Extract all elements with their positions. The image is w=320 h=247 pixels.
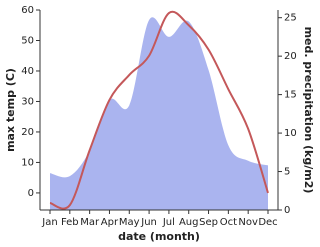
y2-tick-label: 10 bbox=[284, 128, 297, 139]
y-tick-label: 10 bbox=[21, 157, 34, 168]
y2-tick-label: 5 bbox=[284, 167, 290, 178]
x-tick-label: Sep bbox=[199, 217, 218, 228]
x-tick-label: Jul bbox=[162, 217, 175, 228]
y-tick-label: 0 bbox=[28, 188, 34, 199]
y-tick-label: 60 bbox=[21, 5, 34, 16]
x-tick-label: Jun bbox=[140, 217, 157, 228]
y-tick-label: 30 bbox=[21, 96, 34, 107]
x-tick-label: May bbox=[119, 217, 140, 228]
x-axis-title: date (month) bbox=[118, 230, 200, 243]
precipitation-area bbox=[50, 17, 268, 210]
y2-axis-title: med. precipitation (kg/m2) bbox=[302, 27, 315, 194]
y-axis-title: max temp (C) bbox=[4, 68, 17, 152]
y-tick-label: 40 bbox=[21, 66, 34, 77]
y-tick-label: 20 bbox=[21, 127, 34, 138]
temperature-line bbox=[49, 10, 269, 210]
x-tick-label: Aug bbox=[179, 217, 199, 228]
x-tick-label: Nov bbox=[238, 217, 258, 228]
x-tick-label: Mar bbox=[80, 217, 100, 228]
x-tick-label: Oct bbox=[220, 217, 237, 228]
y2-tick-label: 20 bbox=[284, 51, 297, 62]
x-tick-label: Apr bbox=[101, 217, 119, 228]
x-tick-label: Jan bbox=[41, 217, 57, 228]
x-tick-label: Feb bbox=[61, 217, 79, 228]
y2-tick-label: 0 bbox=[284, 205, 290, 216]
y-tick-label: 50 bbox=[21, 35, 34, 46]
x-tick-label: Dec bbox=[258, 217, 277, 228]
y2-tick-label: 25 bbox=[284, 13, 297, 24]
y2-tick-label: 15 bbox=[284, 90, 297, 101]
